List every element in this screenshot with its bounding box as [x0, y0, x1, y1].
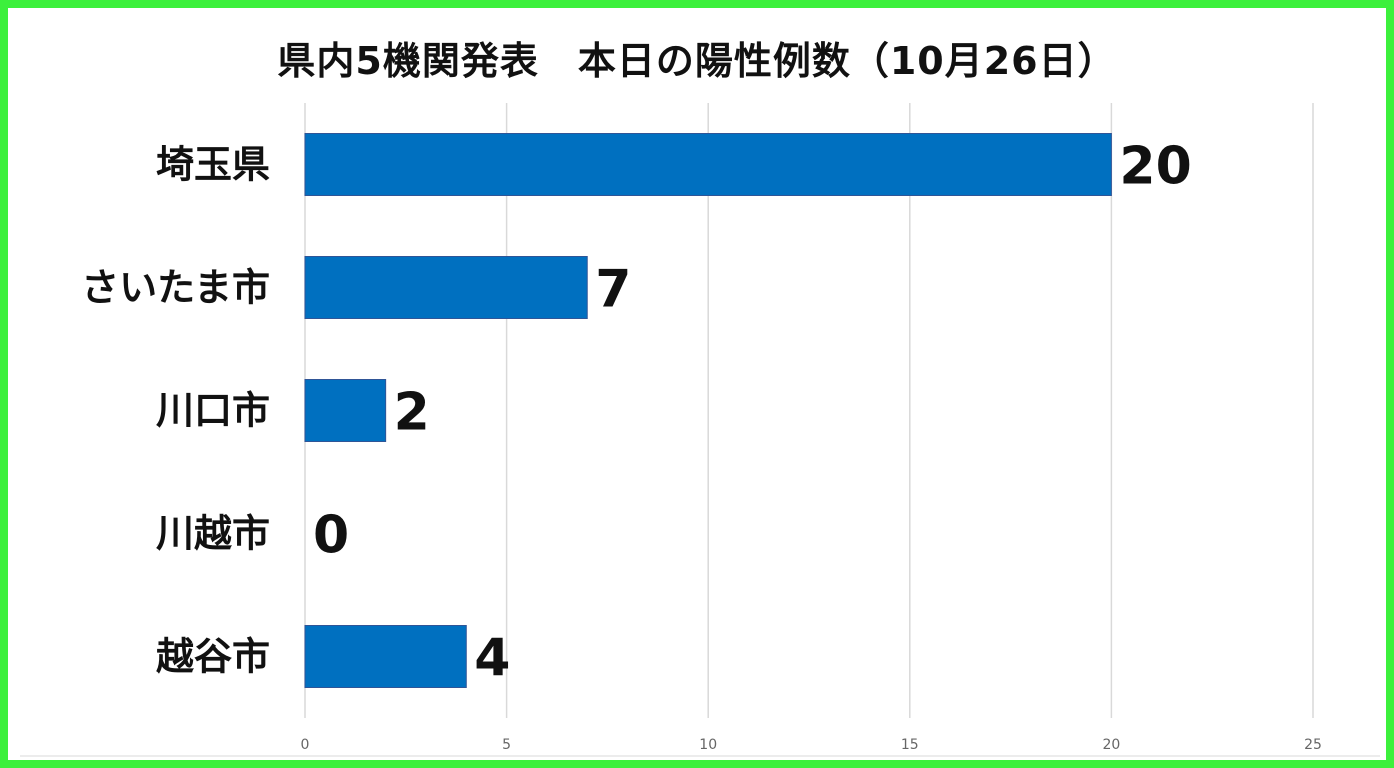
gridlines: [20, 103, 1380, 757]
x-tick-label: 5: [502, 737, 511, 753]
bar: [304, 625, 467, 688]
data-label: 0: [313, 506, 349, 566]
data-label: 20: [1119, 137, 1191, 197]
x-tick-label: 15: [901, 737, 919, 753]
category-label: 越谷市: [156, 635, 270, 679]
category-label: さいたま市: [81, 266, 270, 310]
data-label: 4: [474, 629, 510, 689]
x-tick-label: 20: [1102, 737, 1120, 753]
category-label: 川越市: [156, 512, 270, 556]
bar: [304, 133, 1112, 196]
data-label: 2: [394, 383, 430, 443]
bar: [304, 379, 387, 442]
x-tick-label: 0: [301, 737, 310, 753]
x-tick-label: 25: [1304, 737, 1322, 753]
x-tick-label: 10: [699, 737, 717, 753]
category-label: 川口市: [156, 389, 270, 433]
bar: [304, 256, 588, 319]
category-label: 埼玉県: [156, 143, 270, 187]
data-label: 7: [595, 260, 631, 320]
chart-title: 県内5機関発表 本日の陽性例数（10月26日）: [277, 39, 1117, 83]
bars: [304, 133, 1112, 688]
x-axis-ticks: 0 5 10 15 20 25: [301, 737, 1322, 753]
